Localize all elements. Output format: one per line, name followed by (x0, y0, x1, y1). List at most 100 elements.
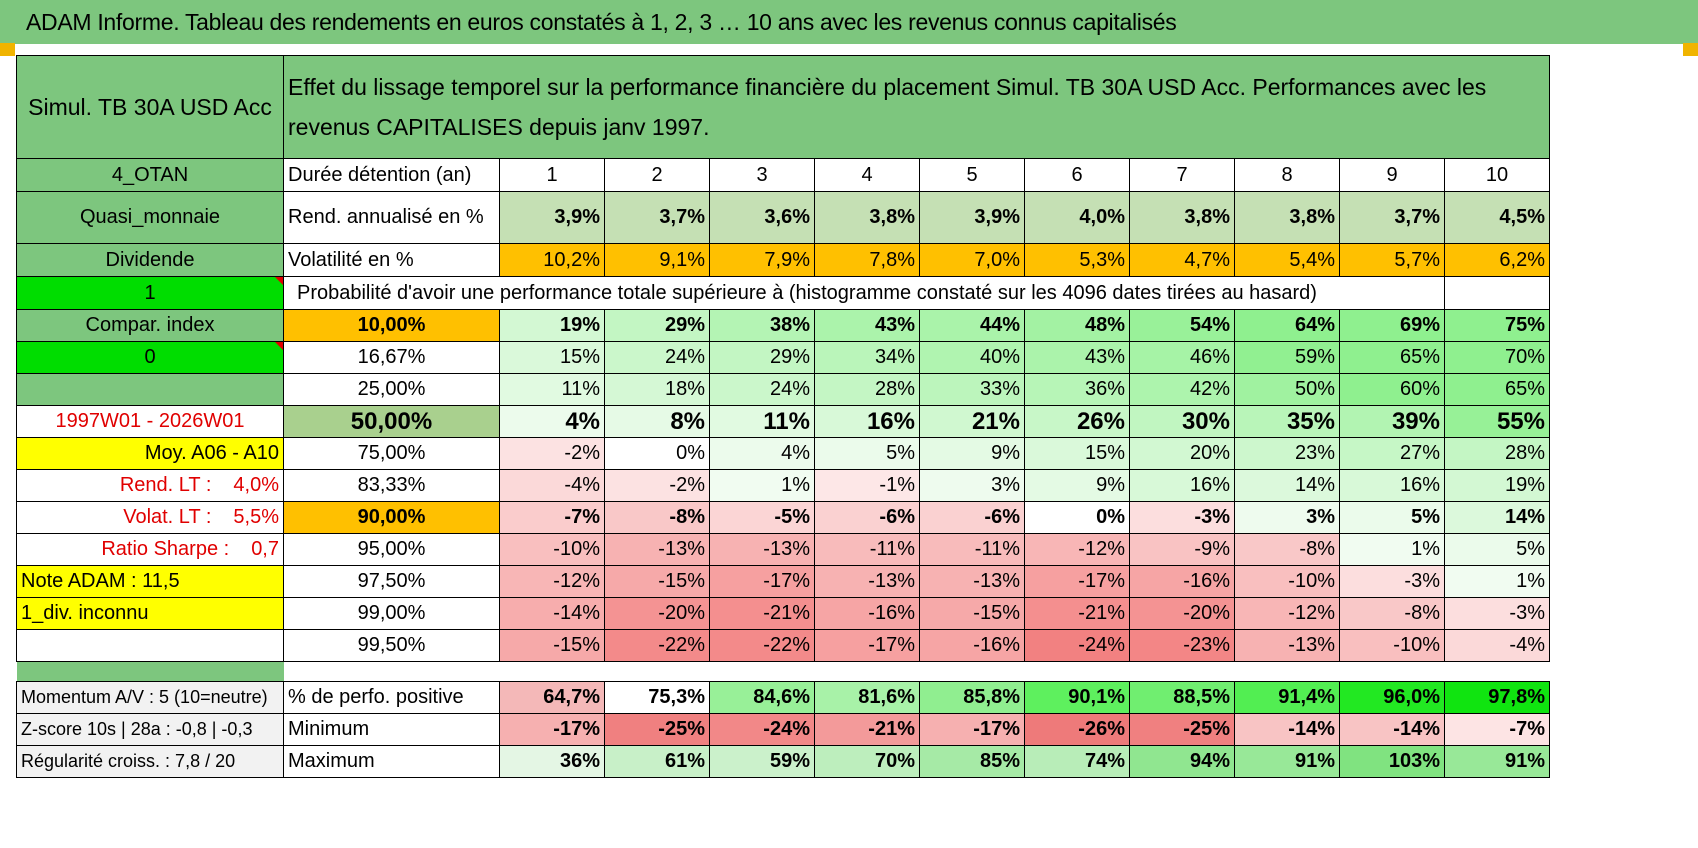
percentile-value: -17% (814, 629, 920, 662)
maximum-label: Maximum (283, 745, 500, 778)
percentile-value: 48% (1024, 309, 1130, 342)
percentile-value: -8% (1234, 533, 1340, 566)
percentile-value: -17% (709, 565, 815, 598)
percentile-value: 69% (1339, 309, 1445, 342)
percentile-value: 0% (604, 437, 710, 470)
percentile-level: 90,00% (283, 501, 500, 534)
percentile-value: -12% (1024, 533, 1130, 566)
volat-value: 10,2% (499, 243, 605, 277)
percentile-value: 18% (604, 373, 710, 406)
minimum-value: -26% (1024, 713, 1130, 746)
percentile-value: -11% (814, 533, 920, 566)
percentile-value: 4% (709, 437, 815, 470)
maximum-value: 61% (604, 745, 710, 778)
year-header: 10 (1444, 158, 1550, 192)
percentile-value: 23% (1234, 437, 1340, 470)
minimum-value: -17% (919, 713, 1025, 746)
note-adam: Note ADAM : 11,5 (16, 565, 284, 598)
positive-value: 84,6% (709, 681, 815, 714)
percentile-level: 25,00% (283, 373, 500, 406)
percentile-value: 29% (604, 309, 710, 342)
minimum-value: -7% (1444, 713, 1550, 746)
percentile-value: 36% (1024, 373, 1130, 406)
rend-value: 3,7% (1339, 191, 1445, 244)
year-header: 7 (1129, 158, 1235, 192)
percentile-row: 1997W01 - 2026W01 50,00% 4% 8% 11% 16% 21% 26% 3… (16, 405, 1550, 438)
volat-value: 9,1% (604, 243, 710, 277)
rend-value: 4,0% (1024, 191, 1130, 244)
percentile-value: -6% (814, 501, 920, 534)
left-marker (0, 43, 15, 56)
percentile-value: -13% (919, 565, 1025, 598)
rend-value: 4,5% (1444, 191, 1550, 244)
percentile-row: Volat. LT :5,5% 90,00% -7% -8% -5% -6% -6% 0% -3… (16, 501, 1550, 534)
percentile-value: 50% (1234, 373, 1340, 406)
positive-value: 64,7% (499, 681, 605, 714)
percentile-value: -12% (499, 565, 605, 598)
positive-value: 91,4% (1234, 681, 1340, 714)
positive-value: 88,5% (1129, 681, 1235, 714)
percentile-value: -10% (1339, 629, 1445, 662)
separator-green (16, 661, 284, 682)
percentile-level: 95,00% (283, 533, 500, 566)
percentile-value: 19% (1444, 469, 1550, 502)
page-title: ADAM Informe. Tableau des rendements en … (0, 0, 1698, 44)
positive-value: 81,6% (814, 681, 920, 714)
percentile-value: -9% (1129, 533, 1235, 566)
maximum-value: 91% (1444, 745, 1550, 778)
description: Effet du lissage temporel sur la perform… (283, 55, 1550, 159)
volat-value: 7,9% (709, 243, 815, 277)
rend-value: 3,8% (1129, 191, 1235, 244)
maximum-row: Régularité croiss. : 7,8 / 20 Maximum 36% 6… (16, 745, 1550, 778)
percentile-value: 4% (499, 405, 605, 438)
year-header: 6 (1024, 158, 1130, 192)
percentile-value: -11% (919, 533, 1025, 566)
minimum-value: -14% (1234, 713, 1340, 746)
percentile-value: 19% (499, 309, 605, 342)
percentile-value: 30% (1129, 405, 1235, 438)
compar-label: Compar. index (16, 309, 284, 342)
year-header: 1 (499, 158, 605, 192)
percentile-value: 5% (1444, 533, 1550, 566)
percentile-value: 75% (1444, 309, 1550, 342)
percentile-value: 8% (604, 405, 710, 438)
minimum-value: -17% (499, 713, 605, 746)
percentile-value: 44% (919, 309, 1025, 342)
percentile-value: 9% (919, 437, 1025, 470)
percentile-value: 14% (1444, 501, 1550, 534)
dividend-label: Dividende (16, 243, 284, 277)
volat-value: 7,8% (814, 243, 920, 277)
percentile-value: 11% (709, 405, 815, 438)
percentile-row: Moy. A06 - A10 75,00% -2% 0% 4% 5% 9% 15% 20% 23%… (16, 437, 1550, 470)
percentile-value: -2% (604, 469, 710, 502)
percentile-row: 99,50% -15% -22% -22% -17% -16% -24% -23% -13% -1… (16, 629, 1550, 662)
percentile-value: -6% (919, 501, 1025, 534)
percentile-row: Ratio Sharpe :0,7 95,00% -10% -13% -13% -11% -… (16, 533, 1550, 566)
percentile-value: 59% (1234, 341, 1340, 374)
percentile-value: -10% (1234, 565, 1340, 598)
flag-zero: 0 (16, 341, 284, 374)
percentile-value: 55% (1444, 405, 1550, 438)
year-header: 3 (709, 158, 815, 192)
percentile-value: 1% (1444, 565, 1550, 598)
asset-type: Quasi_monnaie (16, 191, 284, 244)
percentile-value: 16% (1339, 469, 1445, 502)
percentile-value: 1% (1339, 533, 1445, 566)
percentile-row: Rend. LT :4,0% 83,33% -4% -2% 1% -1% 3% 9% 16% 14… (16, 469, 1550, 502)
percentile-value: 5% (814, 437, 920, 470)
percentile-value: 3% (1234, 501, 1340, 534)
percentile-value: -22% (709, 629, 815, 662)
percentile-value: 33% (919, 373, 1025, 406)
maximum-value: 59% (709, 745, 815, 778)
percentile-value: 65% (1444, 373, 1550, 406)
percentile-value: -2% (499, 437, 605, 470)
percentile-value: 28% (814, 373, 920, 406)
percentile-level: 50,00% (283, 405, 500, 438)
percentile-value: -3% (1339, 565, 1445, 598)
percentile-value: 43% (814, 309, 920, 342)
percentile-value: -20% (604, 597, 710, 630)
percentile-value: -13% (604, 533, 710, 566)
volat-value: 5,5% (233, 506, 279, 528)
empty-cell (16, 629, 284, 662)
percentile-value: -7% (499, 501, 605, 534)
